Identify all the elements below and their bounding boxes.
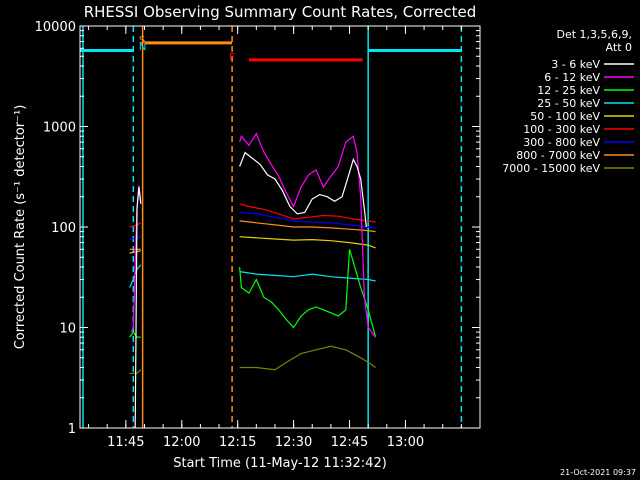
flag-label-s: S (139, 35, 145, 46)
flag-label-n: N (139, 42, 146, 53)
series-line (129, 331, 141, 338)
x-tick-label: 11:45 (107, 435, 144, 450)
y-tick-label: 10 (59, 322, 76, 337)
legend-entry-label: 100 - 300 keV (523, 123, 600, 136)
y-tick-label: 10000 (35, 20, 76, 35)
series-line (134, 186, 142, 429)
series-line (239, 345, 376, 371)
legend-entry-label: 800 - 7000 keV (516, 149, 600, 162)
legend-entry-label: 3 - 6 keV (551, 58, 600, 71)
annotations: SN F (80, 26, 463, 428)
y-tick-label: 1 (68, 422, 76, 437)
legend-entry-label: 12 - 25 keV (537, 84, 600, 97)
legend-entry-label: 300 - 800 keV (523, 136, 600, 149)
x-tick-label: 12:30 (275, 435, 312, 450)
series-line (129, 236, 141, 241)
x-tick-label: 12:15 (219, 435, 256, 450)
y-axis-ticks: 1 10 100 1000 10000 (35, 20, 480, 437)
series-line (129, 369, 142, 374)
series-line (239, 249, 377, 338)
x-axis-ticks: 11:45 12:00 12:15 12:30 12:45 13:00 (88, 26, 481, 450)
x-tick-label: 12:45 (331, 435, 368, 450)
legend-header-line-2: Att 0 (606, 41, 632, 54)
data-series (129, 132, 377, 429)
footer-timestamp: 21-Oct-2021 09:37 (560, 468, 636, 477)
legend-entry-label: 6 - 12 keV (544, 71, 600, 84)
legend-entry-label: 50 - 100 keV (530, 110, 600, 123)
legend-entry-label: 7000 - 15000 keV (502, 162, 600, 175)
y-tick-label: 1000 (43, 121, 76, 136)
legend-header-line-1: Det 1,3,5,6,9, (556, 28, 632, 41)
legend-entry-label: 25 - 50 keV (537, 97, 600, 110)
y-tick-label: 100 (51, 221, 76, 236)
series-line (239, 271, 376, 282)
series-line (239, 151, 367, 228)
y-axis-label: Corrected Count Rate (s⁻¹ detector⁻¹) (13, 105, 28, 350)
x-axis-label: Start Time (11-May-12 11:32:42) (173, 456, 387, 471)
flag-label-f: F (229, 52, 235, 63)
series-line (239, 203, 376, 223)
chart-title: RHESSI Observing Summary Count Rates, Co… (84, 3, 477, 21)
x-tick-label: 12:00 (163, 435, 200, 450)
x-tick-label: 13:00 (387, 435, 424, 450)
